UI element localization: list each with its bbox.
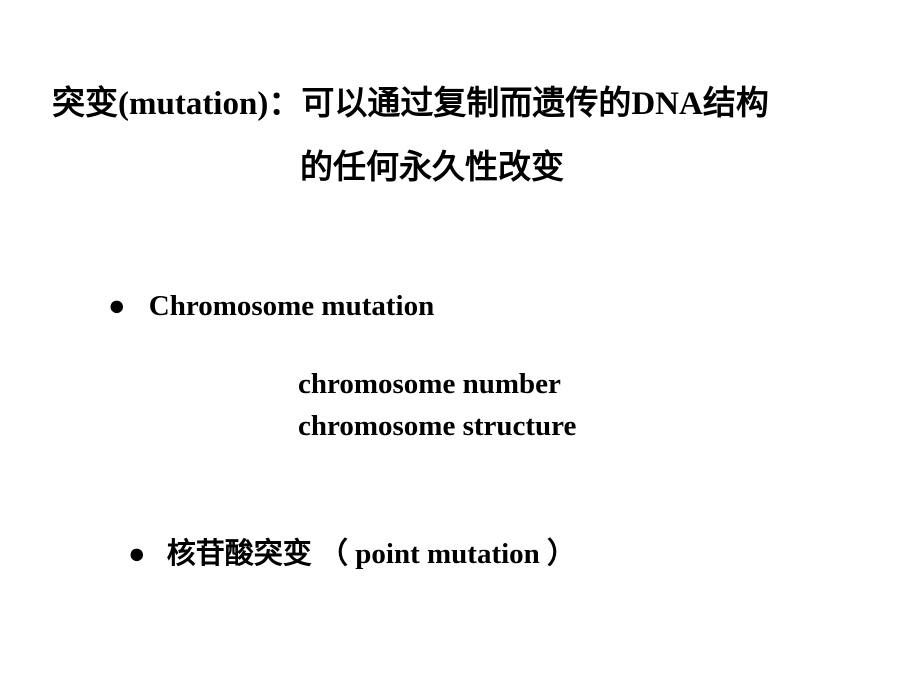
title-text-cn2: ：可以通过复制而遗传的: [268, 84, 631, 121]
title-text-en2: DNA: [631, 86, 703, 122]
title-line-1: 突变(mutation)：可以通过复制而遗传的DNA结构: [52, 76, 769, 124]
bullet-icon: ●: [108, 290, 126, 322]
title-line-2: 的任何永久性改变: [300, 140, 564, 188]
title-text-cn1: 突变: [52, 84, 118, 121]
bullet-icon: ●: [128, 538, 146, 570]
title-line2-text: 的任何永久性改变: [300, 148, 564, 185]
section-chromosome-mutation: ● Chromosome mutation: [108, 290, 434, 323]
sub-chromosome-structure: chromosome structure: [298, 410, 576, 443]
section-point-mutation: ● 核苷酸突变 （ point mutation ）: [128, 530, 576, 572]
title-text-en1: (mutation): [118, 86, 268, 122]
sub-chromosome-number: chromosome number: [298, 368, 561, 401]
section2-label-en: （ point mutation ）: [319, 538, 576, 570]
section1-label: Chromosome mutation: [149, 290, 434, 322]
title-text-cn3: 结构: [703, 84, 769, 121]
section2-label-cn: 核苷酸突变: [167, 538, 312, 570]
